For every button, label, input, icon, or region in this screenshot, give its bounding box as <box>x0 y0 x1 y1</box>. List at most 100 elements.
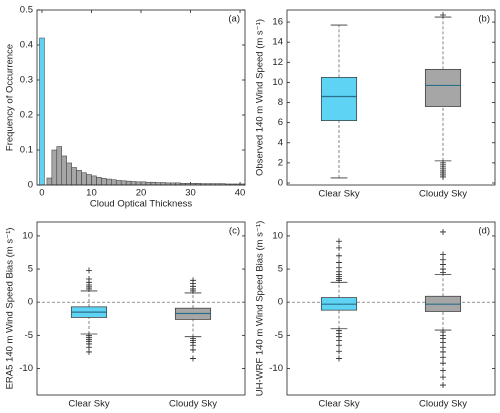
histogram-bar <box>76 170 82 186</box>
box <box>424 68 462 107</box>
axes-frame <box>36 221 246 396</box>
histogram-bar <box>135 181 142 186</box>
panel-label: (b) <box>478 14 490 25</box>
y-tick-label: -5 <box>275 330 283 341</box>
x-tick-label: Clear Sky <box>318 189 359 200</box>
y-tick-label: 0.1 <box>20 145 33 156</box>
x-tick-label: 20 <box>136 188 147 199</box>
y-axis-title: Observed 140 m Wind Speed (m s⁻¹) <box>255 19 266 176</box>
outlier <box>336 264 342 271</box>
y-axis-title: Frequency of Occurrence <box>5 44 16 151</box>
panel-label: (c) <box>229 226 240 237</box>
histogram-bar <box>145 181 152 186</box>
x-tick-label: Cloudy Sky <box>419 189 467 200</box>
y-tick-label: -10 <box>19 363 33 374</box>
outlier <box>336 259 342 266</box>
histogram-bar <box>125 180 132 186</box>
outlier <box>440 228 446 235</box>
axes-frame <box>286 221 496 396</box>
outlier <box>440 173 446 180</box>
x-tick-label: 40 <box>235 188 246 199</box>
x-tick-label: 0 <box>39 188 44 199</box>
histogram-bar <box>46 177 53 186</box>
y-tick-label: 8 <box>278 97 283 108</box>
y-tick-label: -5 <box>25 330 33 341</box>
x-tick-label: Cloudy Sky <box>169 399 217 410</box>
outlier <box>440 348 446 355</box>
x-axis-title: Cloud Optical Thickness <box>90 199 193 210</box>
y-tick-label: -10 <box>269 363 283 374</box>
x-tick-label: Clear Sky <box>318 399 359 410</box>
outlier <box>336 244 342 251</box>
box <box>320 77 358 121</box>
y-tick-label: 5 <box>28 264 33 275</box>
histogram-bar <box>61 155 67 186</box>
x-tick-label: 10 <box>86 188 97 199</box>
outlier <box>440 367 446 374</box>
histogram-bar <box>120 180 127 186</box>
histogram-bar <box>115 180 122 186</box>
y-tick-label: 0.5 <box>20 5 33 16</box>
y-tick-label: 10 <box>272 230 283 241</box>
outlier <box>86 276 92 283</box>
outlier <box>440 256 446 263</box>
outlier <box>440 360 446 367</box>
axes-frame <box>36 9 246 186</box>
y-tick-label: 0.4 <box>20 40 33 51</box>
histogram-bar <box>96 177 102 186</box>
histogram-bar <box>86 174 92 186</box>
histogram-bar <box>91 175 97 186</box>
histogram-bar <box>111 179 117 186</box>
x-tick-label: 30 <box>185 188 196 199</box>
y-tick-label: 14 <box>272 37 283 48</box>
histogram-bar <box>81 172 87 186</box>
outlier <box>86 267 92 274</box>
outlier <box>86 348 92 355</box>
outlier <box>190 346 196 353</box>
outlier <box>440 12 446 19</box>
y-tick-label: 2 <box>278 157 283 168</box>
axes-frame <box>286 9 496 186</box>
outlier <box>440 354 446 361</box>
histogram-bar <box>150 181 157 186</box>
outlier <box>336 342 342 349</box>
outlier <box>440 251 446 258</box>
histogram-bar <box>101 178 107 186</box>
y-tick-label: 6 <box>278 117 283 128</box>
outlier <box>336 355 342 362</box>
histogram-bar <box>71 167 77 186</box>
y-tick-label: 12 <box>272 57 283 68</box>
y-tick-label: 10 <box>22 230 33 241</box>
panel-label: (a) <box>228 14 240 25</box>
y-tick-label: 0 <box>278 178 283 189</box>
x-tick-label: Cloudy Sky <box>419 399 467 410</box>
y-tick-label: 4 <box>278 137 283 148</box>
histogram-bar <box>106 178 112 186</box>
histogram-bar <box>140 181 147 186</box>
outlier <box>190 355 196 362</box>
y-axis-title: ERA5 140 m Wind Speed Bias (m s⁻¹) <box>5 228 16 390</box>
outlier <box>440 382 446 389</box>
y-tick-label: 16 <box>272 17 283 28</box>
histogram-bar <box>39 37 45 186</box>
y-tick-label: 0 <box>28 297 33 308</box>
outlier <box>336 348 342 355</box>
x-tick-label: Clear Sky <box>68 399 109 410</box>
outlier <box>190 277 196 284</box>
y-tick-label: 0.3 <box>20 75 33 86</box>
histogram-bar <box>56 146 63 186</box>
outlier <box>336 252 342 259</box>
y-axis-title: UH-WRF 140 m Wind Speed Bias (m s⁻¹) <box>255 221 266 397</box>
histogram-bar <box>51 149 58 186</box>
y-tick-label: 10 <box>272 77 283 88</box>
outlier <box>336 238 342 245</box>
y-tick-label: 0 <box>28 180 33 191</box>
histogram-bar <box>66 162 72 186</box>
histogram-bar <box>130 181 137 186</box>
panel-label: (d) <box>478 226 490 237</box>
y-tick-label: 0.2 <box>20 110 33 121</box>
y-tick-label: 5 <box>278 264 283 275</box>
outlier <box>440 374 446 381</box>
y-tick-label: 0 <box>278 297 283 308</box>
